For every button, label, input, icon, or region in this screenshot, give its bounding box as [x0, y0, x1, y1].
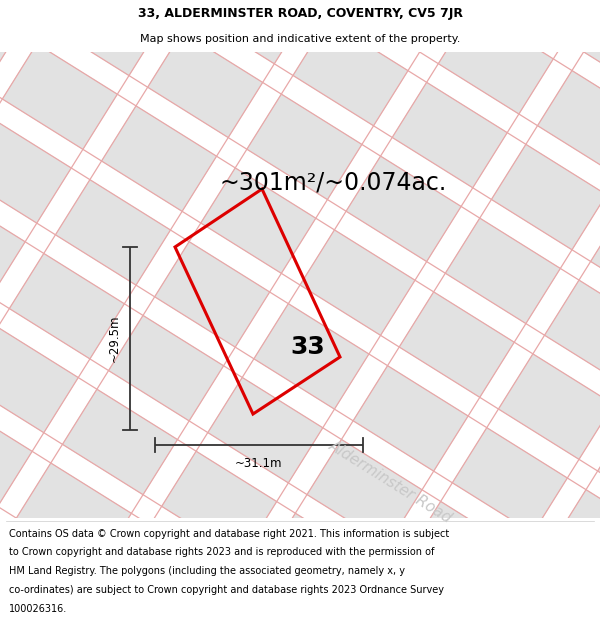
- Polygon shape: [452, 428, 568, 533]
- Polygon shape: [55, 179, 170, 285]
- Polygon shape: [0, 611, 39, 625]
- Polygon shape: [545, 280, 600, 386]
- Polygon shape: [300, 230, 415, 336]
- Polygon shape: [445, 218, 560, 324]
- Polygon shape: [2, 44, 118, 149]
- Polygon shape: [499, 354, 600, 459]
- Polygon shape: [16, 463, 131, 569]
- Text: Alderminster Road: Alderminster Road: [326, 438, 454, 526]
- Text: 33, ALDERMINSTER ROAD, COVENTRY, CV5 7JR: 33, ALDERMINSTER ROAD, COVENTRY, CV5 7JR: [137, 6, 463, 19]
- Polygon shape: [491, 144, 600, 250]
- Polygon shape: [247, 94, 362, 199]
- Polygon shape: [215, 587, 330, 625]
- Polygon shape: [208, 378, 323, 483]
- Text: Contains OS data © Crown copyright and database right 2021. This information is : Contains OS data © Crown copyright and d…: [9, 529, 449, 539]
- Text: co-ordinates) are subject to Crown copyright and database rights 2023 Ordnance S: co-ordinates) are subject to Crown copyr…: [9, 585, 444, 595]
- Polygon shape: [0, 191, 25, 297]
- Polygon shape: [505, 564, 600, 625]
- Polygon shape: [95, 0, 209, 2]
- Polygon shape: [406, 501, 521, 607]
- Polygon shape: [70, 599, 184, 625]
- Polygon shape: [307, 439, 422, 545]
- Polygon shape: [598, 416, 600, 521]
- Polygon shape: [194, 0, 309, 64]
- Polygon shape: [49, 0, 163, 76]
- Polygon shape: [0, 118, 71, 223]
- Polygon shape: [0, 537, 85, 625]
- Polygon shape: [148, 32, 263, 138]
- Polygon shape: [538, 71, 600, 176]
- Polygon shape: [399, 292, 514, 398]
- Polygon shape: [161, 451, 277, 557]
- Text: 33: 33: [290, 335, 325, 359]
- Text: HM Land Registry. The polygons (including the associated geometry, namely x, y: HM Land Registry. The polygons (includin…: [9, 566, 405, 576]
- Polygon shape: [261, 513, 376, 619]
- Polygon shape: [353, 366, 468, 471]
- Polygon shape: [116, 525, 230, 625]
- Polygon shape: [201, 168, 316, 273]
- Polygon shape: [254, 304, 369, 409]
- Text: to Crown copyright and database rights 2023 and is reproduced with the permissio: to Crown copyright and database rights 2…: [9, 548, 434, 558]
- Polygon shape: [360, 575, 475, 625]
- Polygon shape: [551, 489, 600, 595]
- Polygon shape: [10, 253, 124, 359]
- Polygon shape: [101, 106, 217, 211]
- Polygon shape: [0, 401, 32, 506]
- Polygon shape: [392, 82, 507, 188]
- Text: ~31.1m: ~31.1m: [235, 457, 283, 470]
- Polygon shape: [155, 242, 269, 347]
- Text: ~301m²/~0.074ac.: ~301m²/~0.074ac.: [220, 170, 447, 194]
- Polygon shape: [0, 0, 18, 88]
- Polygon shape: [339, 0, 454, 52]
- Text: Map shows position and indicative extent of the property.: Map shows position and indicative extent…: [140, 34, 460, 44]
- Polygon shape: [62, 389, 178, 494]
- Text: ~29.5m: ~29.5m: [108, 315, 121, 362]
- Polygon shape: [109, 316, 224, 421]
- Polygon shape: [484, 0, 599, 40]
- Polygon shape: [293, 21, 408, 126]
- Polygon shape: [439, 9, 553, 114]
- Polygon shape: [590, 206, 600, 312]
- Polygon shape: [0, 0, 64, 14]
- Polygon shape: [346, 156, 461, 261]
- Text: 100026316.: 100026316.: [9, 604, 67, 614]
- Polygon shape: [0, 328, 78, 432]
- Polygon shape: [584, 0, 600, 102]
